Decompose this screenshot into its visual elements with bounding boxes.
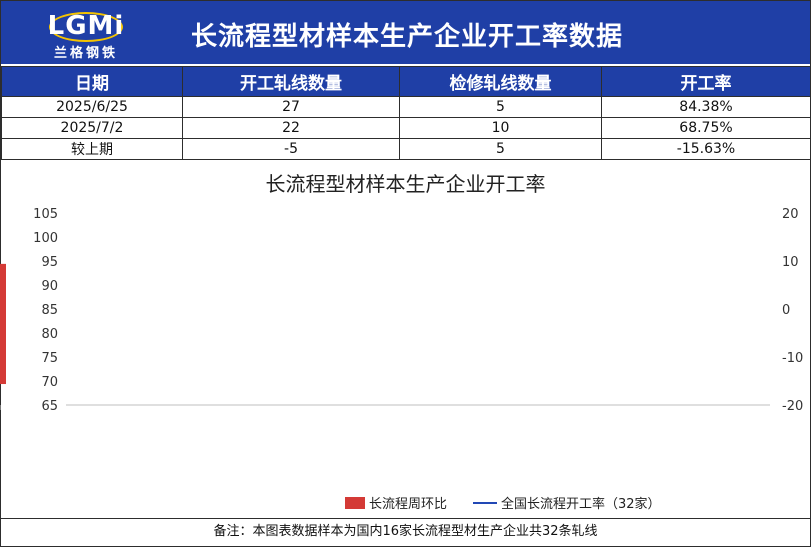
y-left-tick-label: 100 <box>33 231 58 246</box>
table-cell: 较上期 <box>1 138 183 160</box>
y-left-tick-label: 90 <box>41 279 58 294</box>
brand-logo: LGMi 兰格钢铁 <box>45 9 127 61</box>
table-cell: -5 <box>182 138 400 160</box>
summary-table: 日期 开工轧线数量 检修轧线数量 开工率 2025/6/25 27 5 84.3… <box>1 66 811 160</box>
bar-mark <box>0 309 6 385</box>
table-cell: 84.38% <box>601 96 811 118</box>
column-header-running-lines: 开工轧线数量 <box>182 66 400 97</box>
y-left-tick-label: 65 <box>41 399 58 414</box>
table-row: 2025/7/2 22 10 68.75% <box>1 117 811 139</box>
table-cell: 2025/6/25 <box>1 96 183 118</box>
y-right-tick-label: 0 <box>782 303 790 318</box>
table-cell: 5 <box>399 96 602 118</box>
combo-chart: 65707580859095100105-20-10010202024/12/2… <box>0 195 803 414</box>
table-cell: 27 <box>182 96 400 118</box>
legend-bar-label: 长流程周环比 <box>369 497 448 512</box>
legend-line-swatch <box>473 501 498 504</box>
y-right-tick-label: -10 <box>782 351 803 366</box>
table-row: 较上期 -5 5 -15.63% <box>1 138 811 160</box>
footnote: 备注：本图表数据样本为国内16家长流程型材生产企业共32条轧线 <box>1 518 810 546</box>
table-cell: 5 <box>399 138 602 160</box>
chart-legend: 长流程周环比 全国长流程开工率（32家） <box>345 493 661 512</box>
chart-title: 长流程型材样本生产企业开工率 <box>265 172 546 196</box>
table-cell: 68.75% <box>601 117 811 139</box>
y-left-tick-label: 70 <box>41 375 58 390</box>
y-right-tick-label: 10 <box>782 255 799 270</box>
column-header-maintenance-lines: 检修轧线数量 <box>399 66 602 97</box>
logo-cn-text: 兰格钢铁 <box>53 46 118 61</box>
bar-mark <box>0 278 6 309</box>
y-left-tick-label: 95 <box>41 255 58 270</box>
logo-ring-icon <box>49 12 123 42</box>
y-left-tick-label: 75 <box>41 351 58 366</box>
table-cell: 22 <box>182 117 400 139</box>
logo-text: LGMi <box>47 11 125 41</box>
y-left-tick-label: 105 <box>33 207 58 222</box>
table-cell: 10 <box>399 117 602 139</box>
legend-line-label: 全国长流程开工率（32家） <box>501 497 661 512</box>
y-right-tick-label: 20 <box>782 207 799 222</box>
page-title: 长流程型材样本生产企业开工率数据 <box>191 22 624 52</box>
table-header-row: 日期 开工轧线数量 检修轧线数量 开工率 <box>1 66 811 97</box>
legend-bar-swatch <box>345 496 365 509</box>
bar-mark <box>0 294 6 309</box>
table-cell: 2025/7/2 <box>1 117 183 139</box>
header-banner: LGMi 兰格钢铁 长流程型材样本生产企业开工率数据 <box>1 1 810 64</box>
column-header-date: 日期 <box>1 66 183 97</box>
y-left-tick-label: 80 <box>41 327 58 342</box>
table-row: 2025/6/25 27 5 84.38% <box>1 96 811 118</box>
table-cell: -15.63% <box>601 138 811 160</box>
y-right-tick-label: -20 <box>782 399 803 414</box>
column-header-utilization: 开工率 <box>601 66 811 97</box>
y-left-tick-label: 85 <box>41 303 58 318</box>
